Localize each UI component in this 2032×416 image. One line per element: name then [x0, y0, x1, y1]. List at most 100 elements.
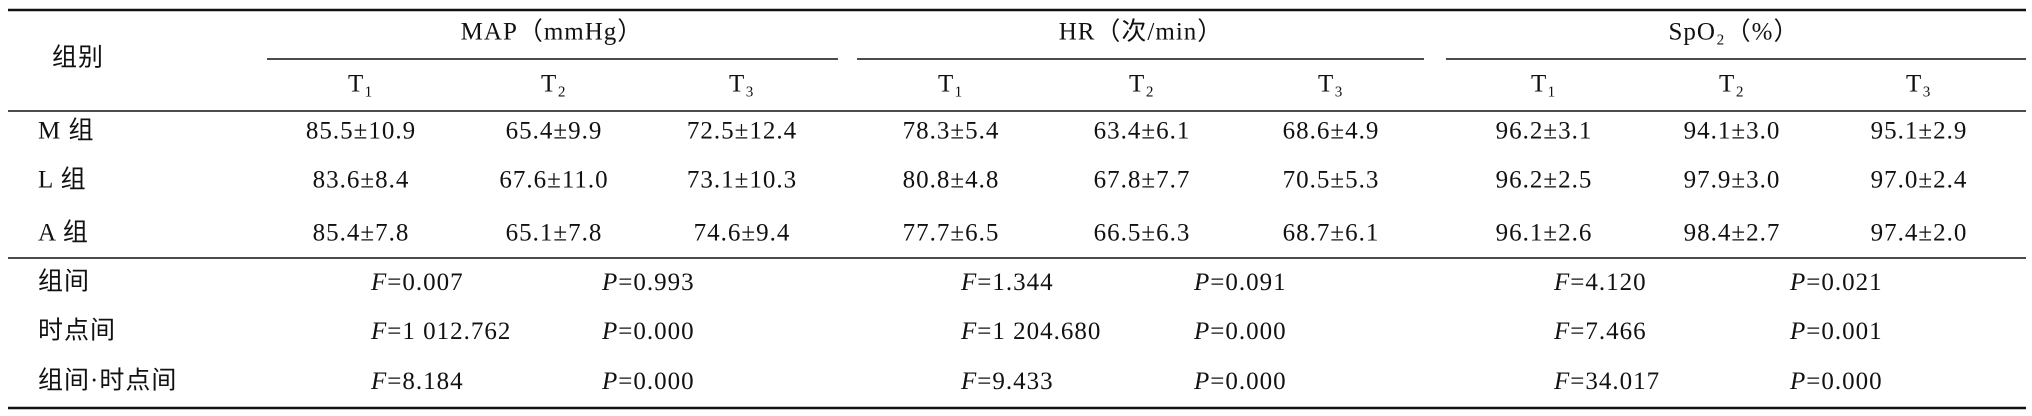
f-stat: F=1 204.680: [960, 318, 1101, 345]
stat-label: 时点间: [38, 317, 116, 345]
p-stat: P=0.000: [1193, 318, 1287, 345]
cell: 80.8±4.8: [903, 167, 1000, 194]
p-stat: P=0.021: [1789, 269, 1883, 296]
p-stat: P=0.000: [1789, 368, 1883, 395]
stat-value: =0.021: [1806, 269, 1882, 296]
stat-symbol: P: [601, 318, 618, 345]
sub-header: T₁: [1531, 71, 1557, 98]
cell: 95.1±2.9: [1871, 118, 1968, 145]
stat-symbol: F: [1553, 368, 1570, 395]
stat-value: =0.000: [1210, 368, 1286, 395]
cell: 68.7±6.1: [1283, 220, 1380, 247]
row-label: M 组: [38, 117, 94, 145]
stat-symbol: F: [960, 318, 977, 345]
cell: 73.1±10.3: [687, 167, 797, 194]
f-stat: F=9.433: [960, 368, 1054, 395]
p-stat: P=0.091: [1193, 269, 1287, 296]
f-stat: F=4.120: [1553, 269, 1647, 296]
cell: 94.1±3.0: [1684, 118, 1781, 145]
cell: 66.5±6.3: [1094, 220, 1191, 247]
stat-symbol: F: [1553, 318, 1570, 345]
stat-value: =1.344: [977, 269, 1053, 296]
stat-value: =0.007: [387, 269, 463, 296]
stat-symbol: P: [1193, 368, 1210, 395]
stat-symbol: P: [1193, 269, 1210, 296]
cell: 98.4±2.7: [1684, 220, 1781, 247]
stat-value: =0.993: [618, 269, 694, 296]
cell: 63.4±6.1: [1094, 118, 1191, 145]
stat-value: =1 012.762: [387, 318, 511, 345]
stat-value: =0.000: [1210, 318, 1286, 345]
f-stat: F=8.184: [370, 368, 464, 395]
stat-symbol: P: [1789, 318, 1806, 345]
cell: 70.5±5.3: [1283, 167, 1380, 194]
group-header: MAP（mmHg）: [461, 18, 644, 46]
stat-label: 组间·时点间: [38, 367, 177, 395]
stat-symbol: F: [960, 269, 977, 296]
cell: 97.9±3.0: [1684, 167, 1781, 194]
cell: 85.5±10.9: [306, 118, 416, 145]
stat-symbol: F: [370, 318, 387, 345]
stat-value: =34.017: [1570, 368, 1660, 395]
row-label: L 组: [38, 166, 87, 194]
stat-symbol: F: [370, 269, 387, 296]
stat-symbol: F: [370, 368, 387, 395]
sub-header: T₂: [541, 71, 567, 98]
cell: 97.4±2.0: [1871, 220, 1968, 247]
p-stat: P=0.000: [601, 368, 695, 395]
f-stat: F=7.466: [1553, 318, 1647, 345]
sub-header: T₁: [938, 71, 964, 98]
sub-header: T₃: [1906, 71, 1932, 98]
cell: 97.0±2.4: [1871, 167, 1968, 194]
row-label: A 组: [38, 219, 89, 247]
stat-value: =0.001: [1806, 318, 1882, 345]
cell: 83.6±8.4: [313, 167, 410, 194]
stat-symbol: F: [960, 368, 977, 395]
cell: 65.1±7.8: [506, 220, 603, 247]
f-stat: F=1 012.762: [370, 318, 511, 345]
p-stat: P=0.000: [1193, 368, 1287, 395]
cell: 67.8±7.7: [1094, 167, 1191, 194]
stat-value: =4.120: [1570, 269, 1646, 296]
stat-value: =0.000: [618, 368, 694, 395]
cell: 85.4±7.8: [313, 220, 410, 247]
f-stat: F=1.344: [960, 269, 1054, 296]
cell: 65.4±9.9: [506, 118, 603, 145]
sub-header: T₁: [348, 71, 374, 98]
stat-symbol: P: [1789, 368, 1806, 395]
p-stat: P=0.993: [601, 269, 695, 296]
cell: 77.7±6.5: [903, 220, 1000, 247]
group-header: HR（次/min）: [1059, 18, 1224, 46]
f-stat: F=0.007: [370, 269, 464, 296]
stat-value: =1 204.680: [977, 318, 1101, 345]
cell: 67.6±11.0: [499, 167, 608, 194]
p-stat: P=0.001: [1789, 318, 1883, 345]
group-header: SpO₂（%）: [1669, 18, 1800, 46]
stat-value: =0.091: [1210, 269, 1286, 296]
cell: 72.5±12.4: [687, 118, 797, 145]
p-stat: P=0.000: [601, 318, 695, 345]
cell: 68.6±4.9: [1283, 118, 1380, 145]
stat-symbol: P: [1193, 318, 1210, 345]
stat-value: =8.184: [387, 368, 463, 395]
sub-header: T₃: [1318, 71, 1344, 98]
f-stat: F=34.017: [1553, 368, 1660, 395]
cell: 96.1±2.6: [1496, 220, 1593, 247]
cell: 96.2±2.5: [1496, 167, 1593, 194]
stat-value: =7.466: [1570, 318, 1646, 345]
sub-header: T₃: [729, 71, 755, 98]
cell: 96.2±3.1: [1496, 118, 1593, 145]
stat-value: =0.000: [1806, 368, 1882, 395]
sub-header: T₂: [1129, 71, 1155, 98]
stat-label: 组间: [38, 268, 90, 296]
stat-symbol: F: [1553, 269, 1570, 296]
sub-header: T₂: [1719, 71, 1745, 98]
stat-value: =9.433: [977, 368, 1053, 395]
stat-value: =0.000: [618, 318, 694, 345]
cell: 74.6±9.4: [694, 220, 791, 247]
stat-symbol: P: [601, 368, 618, 395]
group-label: 组别: [52, 44, 104, 72]
cell: 78.3±5.4: [903, 118, 1000, 145]
